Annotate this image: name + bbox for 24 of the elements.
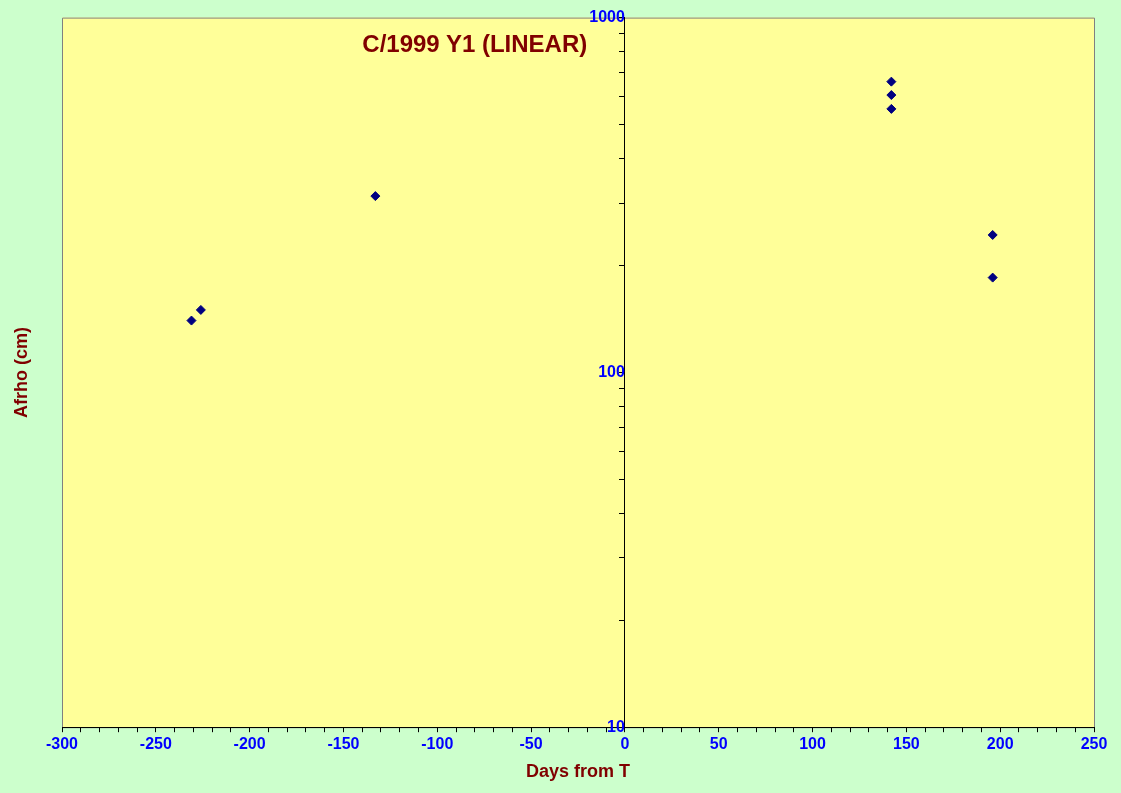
point (987, 229, 998, 240)
point (886, 90, 897, 101)
x-tick-label: -300 (45, 735, 79, 753)
x-axis-title: Days from T (525, 761, 631, 782)
x-tick-label: 0 (620, 735, 630, 753)
point (195, 304, 206, 315)
point (186, 315, 197, 326)
point (886, 103, 897, 114)
x-tick-label: -100 (421, 735, 454, 753)
x-tick-label: 50 (709, 735, 728, 753)
x-tick-label: -50 (519, 735, 543, 753)
y-axis-title: Afrho (cm) (10, 326, 31, 418)
text: C/1999 Y1 (LINEAR) (362, 30, 588, 58)
x-tick-label: 250 (1080, 735, 1108, 753)
x-tick-label: -250 (139, 735, 172, 753)
point (987, 272, 998, 283)
x-tick-label: 200 (986, 735, 1014, 753)
point (886, 76, 897, 87)
x-tick-label: 150 (893, 735, 920, 753)
x-tick-label: -150 (327, 735, 360, 753)
x-tick-label: 100 (799, 735, 826, 753)
x-tick-label: -200 (233, 735, 266, 753)
y-tick-label: 1000 (589, 8, 626, 26)
point (370, 191, 381, 202)
